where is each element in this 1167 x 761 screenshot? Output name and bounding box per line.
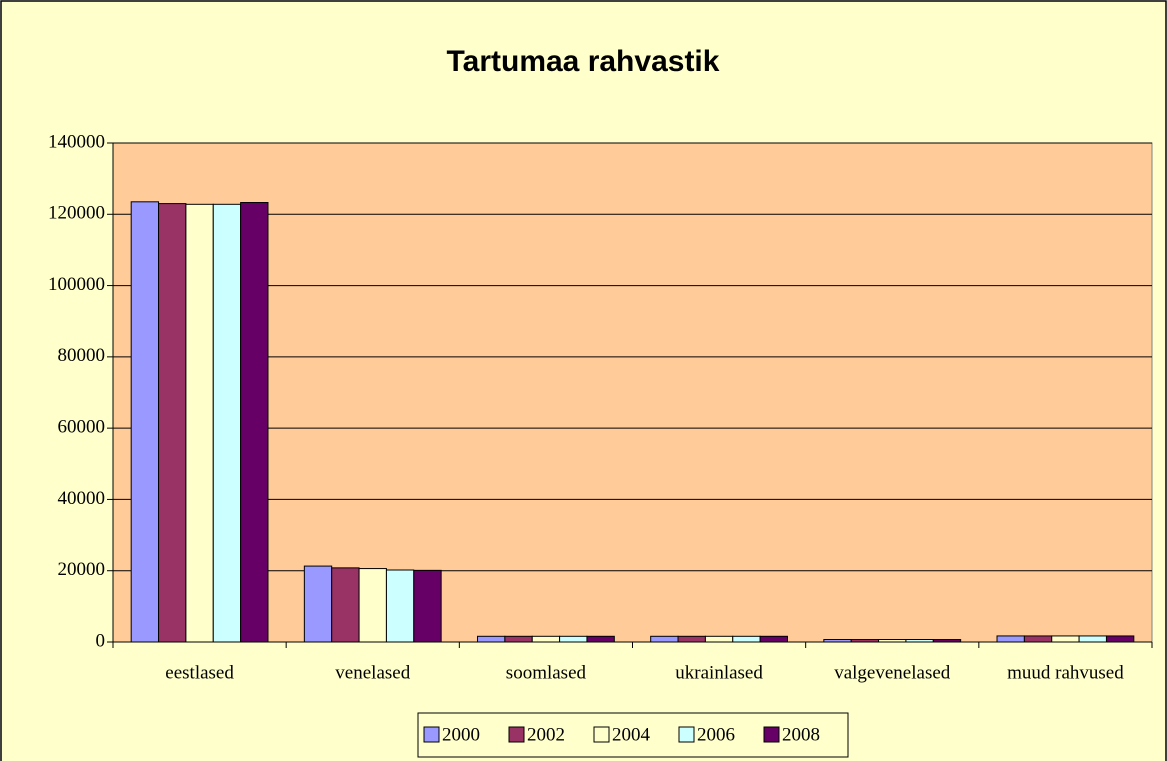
legend-swatch [423,726,440,743]
y-tick-label: 60000 [58,417,106,438]
bar [477,635,506,643]
bar [850,639,880,643]
x-tick-label: muud rahvused [1007,662,1124,683]
legend-label: 2008 [782,724,820,745]
legend-swatch [508,726,525,743]
y-tick-label: 100000 [48,274,105,295]
legend-label: 2004 [612,724,651,745]
bar [158,203,187,643]
bar [586,635,615,643]
legend-swatch [763,726,780,743]
bar [559,635,588,643]
bar [932,639,962,643]
y-tick-label: 80000 [58,345,106,366]
bar [1051,635,1080,643]
bar [878,639,907,643]
bar [677,635,706,643]
bar [130,201,160,643]
chart-title: Tartumaa rahvastik [447,45,720,78]
legend-label: 2006 [697,724,735,745]
bar [185,203,214,643]
bar [303,565,333,643]
bar [996,635,1025,643]
x-tick-label: ukrainlased [675,662,763,683]
x-tick-label: soomlased [506,662,587,683]
legend-label: 2000 [442,724,480,745]
bar [1023,635,1053,643]
bar [1078,635,1107,643]
bar [905,639,934,643]
y-tick-label: 120000 [48,203,105,224]
bar [504,635,533,643]
x-tick-label: venelased [335,662,410,683]
x-tick-label: valgevenelased [834,662,951,683]
bar [240,202,269,643]
bar [650,635,679,643]
legend-swatch [593,726,610,743]
y-tick-label: 20000 [58,559,106,580]
bar [704,635,734,643]
legend-label: 2002 [527,724,565,745]
bar [531,635,561,643]
y-tick-label: 0 [96,630,106,651]
x-tick-label: eestlased [165,662,234,683]
bar [732,635,761,643]
bar [331,567,360,643]
legend-swatch [678,726,695,743]
y-tick-label: 40000 [58,488,106,509]
bar [358,568,387,643]
bar [1105,635,1135,643]
bar [212,203,242,643]
bar [759,635,788,643]
bar [385,569,415,643]
bar [823,639,852,643]
plot-area [112,142,1153,643]
bar [413,569,442,643]
y-tick-label: 140000 [48,131,105,152]
